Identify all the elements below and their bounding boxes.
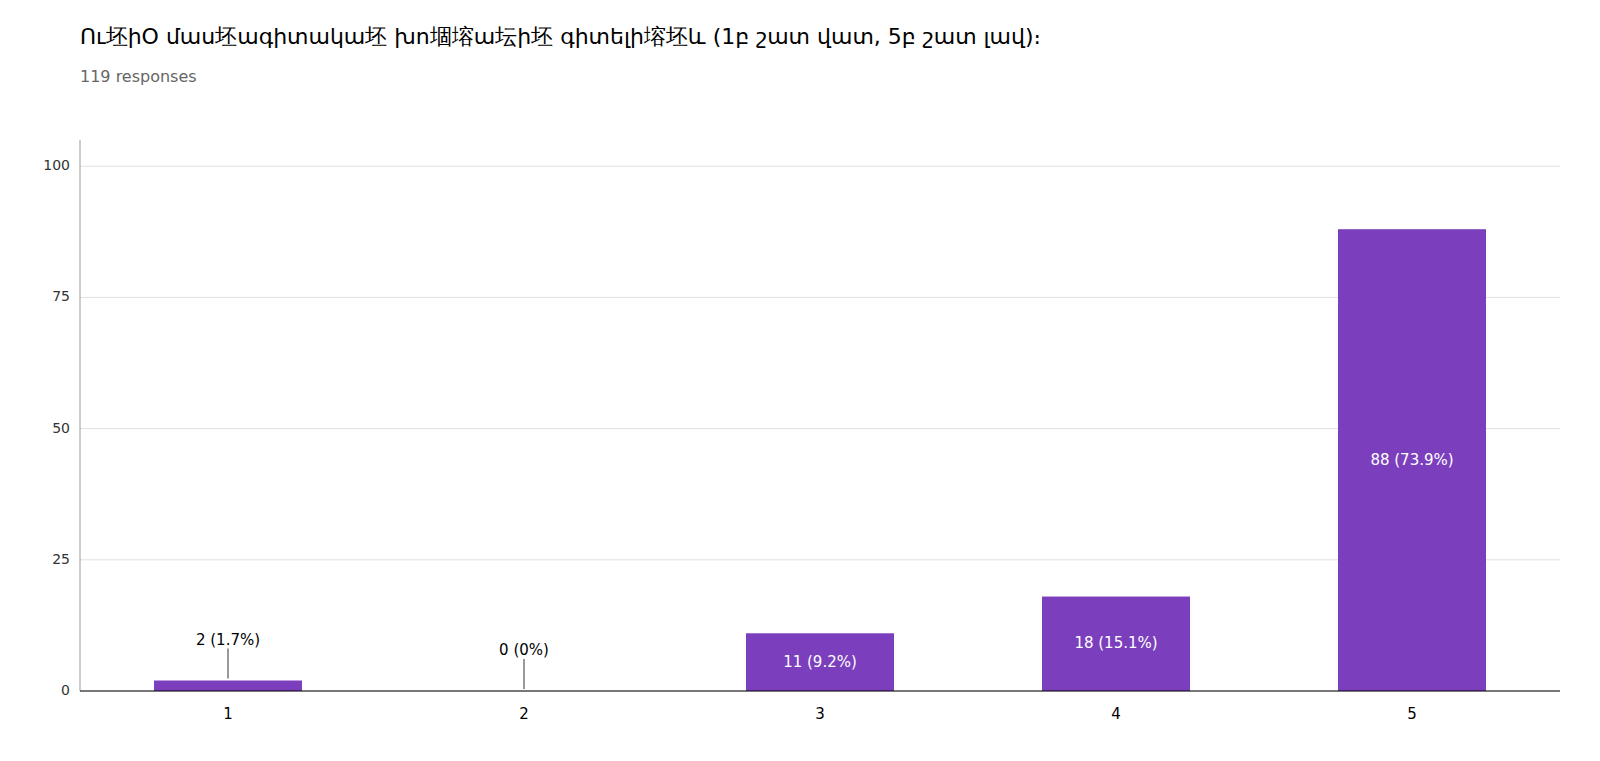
data-label: 18 (15.1%) [1074, 634, 1157, 652]
bars [154, 229, 1486, 691]
x-tick-label: 3 [815, 705, 825, 723]
data-label: 11 (9.2%) [783, 653, 857, 671]
y-tick-label: 0 [61, 682, 70, 698]
x-tick-label: 2 [519, 705, 529, 723]
x-tick-label: 1 [223, 705, 233, 723]
bar [154, 681, 302, 691]
subtitle: 119 responses [80, 67, 197, 86]
title: Ու坯իՕ մաս坯ագիտակա坯 խո堌塎ա坛ի坯 գիտելի塎坯և (1… [80, 24, 1041, 49]
bar [746, 633, 894, 691]
x-tick-label: 5 [1407, 705, 1417, 723]
label-leader [524, 659, 525, 689]
chart-container: Ու坯իՕ մաս坯ագիտակա坯 խո堌塎ա坛ի坯 գիտելի塎坯և (1… [0, 0, 1600, 761]
data-labels: 2 (1.7%) 0 (0%) 11 (9.2%) 18 (15.1%) 88 (73.… [196, 451, 1454, 689]
y-tick-label: 75 [52, 288, 70, 304]
y-tick-label: 25 [52, 551, 70, 567]
chart-svg: Ու坯իՕ մաս坯ագիտակա坯 խո堌塎ա坛ի坯 գիտելի塎坯և (1… [0, 0, 1600, 761]
data-label: 88 (73.9%) [1370, 451, 1453, 469]
y-axis-line [80, 140, 81, 691]
bar [1338, 229, 1486, 691]
x-tick-label: 4 [1111, 705, 1121, 723]
data-label: 0 (0%) [499, 641, 549, 659]
label-leader [228, 649, 229, 679]
bar [1042, 597, 1190, 691]
x-axis-line [80, 690, 1560, 691]
grid-line [80, 691, 1560, 692]
grid-line [80, 166, 1560, 167]
grid [80, 166, 1560, 691]
y-tick-label: 50 [52, 420, 70, 436]
data-label: 2 (1.7%) [196, 631, 260, 649]
y-tick-label: 100 [43, 157, 70, 173]
